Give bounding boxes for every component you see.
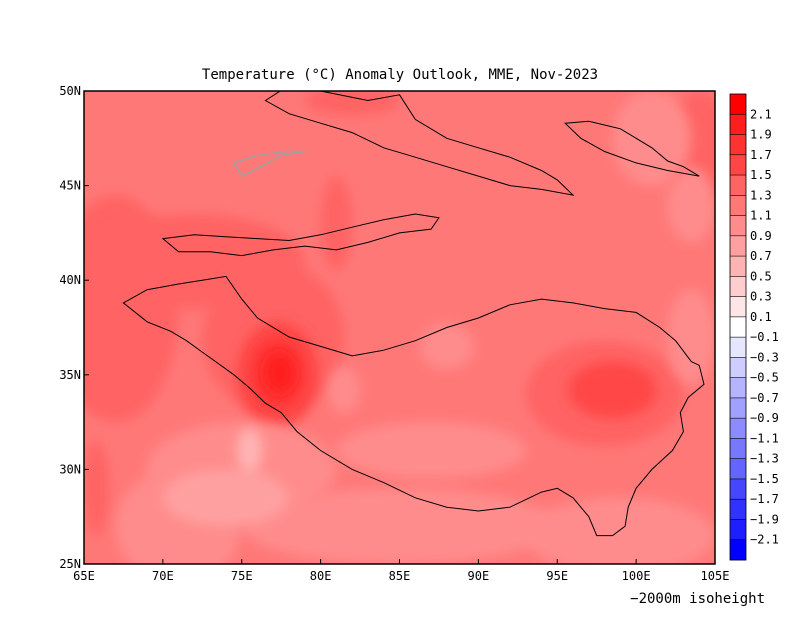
colorbar-label: −0.5 (750, 371, 779, 385)
colorbar-swatch (730, 94, 746, 115)
isoheight-contour-2 (563, 120, 700, 177)
colorbar-label: −0.9 (750, 411, 779, 425)
colorbar-swatch (730, 154, 746, 176)
colorbar-label: −1.9 (750, 512, 779, 526)
colorbar-swatch (730, 175, 746, 196)
colorbar-label: 1.7 (750, 148, 772, 162)
colorbar-label: −0.1 (750, 330, 779, 344)
x-tick-label: 100E (622, 569, 651, 583)
anomaly-region-24 (237, 427, 263, 474)
x-tick-label: 85E (389, 569, 411, 583)
colorbar-label: −1.5 (750, 472, 779, 486)
x-tick-label: 90E (468, 569, 490, 583)
colorbar-swatch (730, 377, 746, 399)
x-tick-label: 70E (152, 569, 174, 583)
chart-title: Temperature (°C) Anomaly Outlook, MME, N… (202, 67, 598, 83)
plot-area (84, 91, 715, 564)
colorbar-swatch (730, 478, 746, 500)
colorbar-swatch (730, 337, 746, 358)
colorbar-label: −1.1 (750, 431, 779, 445)
isoheight-outlines (122, 91, 705, 537)
colorbar-label: 0.9 (750, 229, 772, 243)
isoheight-contour-grey (232, 150, 306, 178)
isoheight-label: −2000m isoheight (630, 591, 765, 607)
colorbar-swatch (730, 519, 746, 541)
x-tick-label: 80E (310, 569, 332, 583)
colorbar-label: 0.3 (750, 290, 772, 304)
colorbar-swatch (730, 357, 746, 378)
anomaly-region-10 (265, 353, 294, 392)
colorbar-label: −1.3 (750, 452, 779, 466)
anomaly-region-19 (328, 367, 361, 413)
colorbar-label: 1.3 (750, 188, 772, 202)
colorbar-swatch (730, 134, 746, 156)
colorbar-swatch (730, 397, 746, 419)
colorbar-swatch (730, 276, 746, 297)
y-tick-label: 30N (59, 462, 81, 476)
anomaly-region-18 (420, 323, 474, 370)
x-tick-label: 95E (546, 569, 568, 583)
colorbar-swatch (730, 418, 746, 439)
colorbar-label: −0.7 (750, 391, 779, 405)
colorbar-swatch (730, 438, 746, 459)
colorbar-swatch (730, 215, 746, 237)
colorbar-swatch (730, 114, 746, 135)
y-tick-label: 40N (59, 273, 81, 287)
colorbar-label: 1.9 (750, 128, 772, 142)
colorbar-swatch (730, 256, 746, 277)
anomaly-region-16 (241, 488, 558, 564)
isoheight-contour-1 (264, 91, 575, 196)
colorbar-label: −2.1 (750, 533, 779, 547)
anomaly-region-21 (667, 166, 715, 243)
x-axis: 65E 70E 75E 80E 85E 90E 95E 100E 105E (73, 559, 729, 583)
y-tick-label: 25N (59, 557, 81, 571)
colorbar-swatch (730, 296, 746, 318)
y-tick-label: 50N (59, 84, 81, 98)
colorbar-label: −1.7 (750, 492, 779, 506)
y-tick-label: 35N (59, 368, 81, 382)
colorbar-label: 1.1 (750, 209, 772, 223)
anomaly-region-12 (568, 361, 657, 419)
colorbar-label: 0.5 (750, 269, 772, 283)
x-tick-label: 105E (701, 569, 730, 583)
anomaly-region-17 (525, 497, 715, 564)
anomaly-region-7 (84, 441, 110, 536)
colorbar-swatch (730, 316, 746, 338)
colorbar-label: 2.1 (750, 107, 772, 121)
colorbar-swatch (730, 458, 746, 480)
colorbar: 2.1 1.9 1.7 1.5 1.3 1.1 0.9 0.7 0.5 0.3 0.1 −0.1 −0.… (729, 93, 779, 561)
y-tick-label: 45N (59, 179, 81, 193)
anomaly-region-23 (162, 469, 290, 527)
colorbar-swatch (730, 539, 746, 561)
colorbar-label: 0.7 (750, 249, 772, 263)
colorbar-swatch (730, 195, 746, 216)
isoheight-contour-3 (161, 213, 440, 257)
colorbar-label: 0.1 (750, 310, 772, 324)
anomaly-region-22 (667, 289, 715, 385)
anomaly-region-14 (336, 422, 526, 479)
colorbar-frame (729, 93, 747, 561)
colorbar-swatch (730, 499, 746, 520)
x-tick-label: 65E (73, 569, 95, 583)
anomaly-region-5 (304, 91, 400, 116)
anomaly-region-4 (320, 176, 353, 271)
y-axis: 50N 45N 40N 35N 30N 25N (59, 84, 89, 571)
colorbar-label: 1.5 (750, 168, 772, 182)
isoheight-contour-4 (122, 275, 705, 537)
colorbar-label: −0.3 (750, 350, 779, 364)
anomaly-region-20 (612, 91, 692, 186)
x-tick-label: 75E (231, 569, 253, 583)
colorbar-swatch (730, 235, 746, 257)
